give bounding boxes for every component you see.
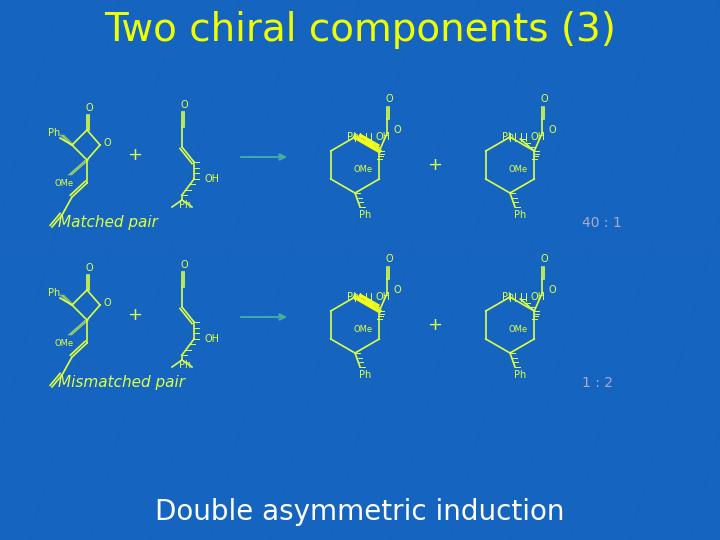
Text: Matched pair: Matched pair (58, 215, 158, 230)
Text: O: O (180, 260, 188, 270)
Text: OH: OH (376, 292, 390, 302)
Text: Two chiral components (3): Two chiral components (3) (104, 11, 616, 49)
Text: Double asymmetric induction: Double asymmetric induction (156, 498, 564, 526)
Text: OH: OH (531, 132, 546, 142)
Text: OMe: OMe (509, 165, 528, 173)
Text: 1 : 2: 1 : 2 (582, 376, 613, 390)
Text: Ph: Ph (347, 292, 359, 302)
Text: OMe: OMe (55, 339, 73, 348)
Text: Ph: Ph (179, 200, 191, 210)
Text: OMe: OMe (55, 179, 73, 187)
Text: O: O (85, 263, 93, 273)
Text: OH: OH (531, 292, 546, 302)
Text: OMe: OMe (509, 325, 528, 334)
Text: O: O (549, 125, 556, 135)
Text: Ph: Ph (502, 292, 514, 302)
Text: O: O (549, 285, 556, 295)
Text: O: O (393, 285, 401, 295)
Text: +: + (428, 156, 443, 174)
Text: Ph: Ph (179, 360, 191, 370)
Text: O: O (85, 103, 93, 113)
Text: O: O (541, 94, 548, 104)
Text: 40 : 1: 40 : 1 (582, 216, 622, 230)
Text: Ph: Ph (359, 370, 371, 380)
Text: Ph: Ph (359, 210, 371, 220)
Text: OMe: OMe (354, 165, 373, 173)
Text: +: + (428, 316, 443, 334)
Text: Mismatched pair: Mismatched pair (58, 375, 185, 390)
Text: Ph: Ph (514, 370, 526, 380)
Text: OH: OH (376, 132, 390, 142)
Text: OMe: OMe (354, 325, 373, 334)
Text: OH: OH (204, 334, 220, 344)
Text: O: O (385, 94, 393, 104)
Text: Ph: Ph (514, 210, 526, 220)
Text: +: + (127, 306, 143, 324)
Text: Ph: Ph (48, 288, 60, 298)
Text: O: O (541, 254, 548, 264)
Text: Ph: Ph (347, 132, 359, 142)
Text: O: O (103, 298, 111, 308)
Text: O: O (393, 125, 401, 135)
Text: O: O (385, 254, 393, 264)
Text: O: O (180, 100, 188, 110)
Text: OH: OH (204, 174, 220, 184)
Text: +: + (127, 146, 143, 164)
Text: O: O (103, 138, 111, 148)
Text: Ph: Ph (502, 132, 514, 142)
Text: Ph: Ph (48, 128, 60, 138)
